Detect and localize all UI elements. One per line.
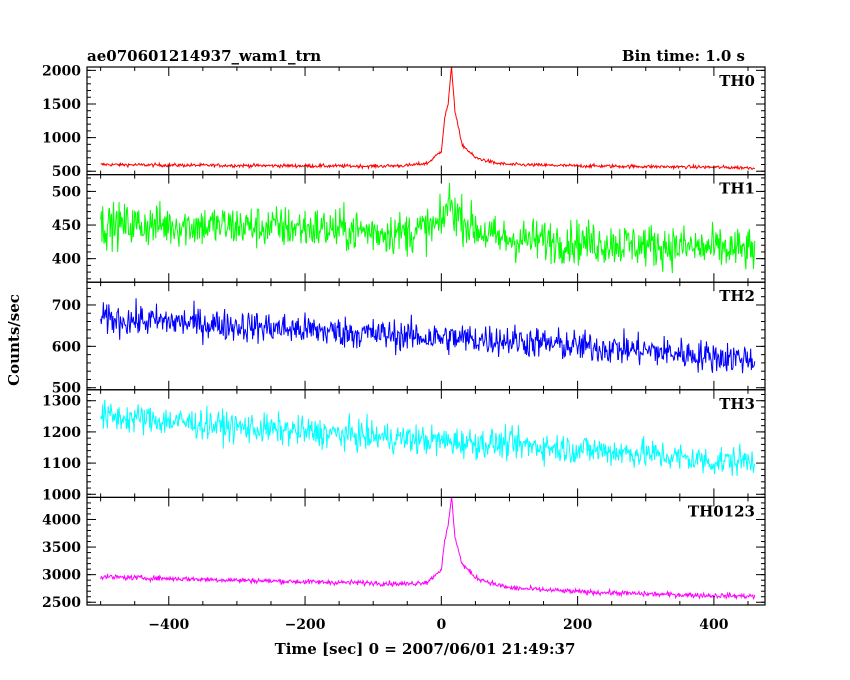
x-tick-label: 400 xyxy=(699,617,728,633)
y-tick-label: 2500 xyxy=(42,595,81,611)
panel-label: TH1 xyxy=(719,180,755,198)
y-tick-label: 3500 xyxy=(42,540,81,556)
panel-th1: TH1 400 450 500 xyxy=(52,174,766,283)
y-tick-label: 450 xyxy=(52,218,81,234)
y-tick-label: 700 xyxy=(52,298,81,314)
y-tick-label: 500 xyxy=(52,184,81,200)
x-tick-label: −400 xyxy=(148,617,189,633)
y-tick-label: 1000 xyxy=(42,131,81,147)
x-tick-label: 0 xyxy=(436,617,446,633)
panel-th0123: TH0123 2500 3000 3500 4000 −400 −200 0 200 400 xyxy=(42,496,766,633)
series-line-th3 xyxy=(100,399,756,476)
x-axis-label: Time [sec] 0 = 2007/06/01 21:49:37 xyxy=(275,640,576,658)
panel-label: TH0 xyxy=(719,72,755,90)
y-tick-label: 500 xyxy=(52,381,81,397)
panels: TH0500100015002000TH1400450500TH25006007… xyxy=(42,63,766,633)
y-tick-label: 1500 xyxy=(42,97,81,113)
y-tick-label: 1100 xyxy=(42,456,81,472)
panel-th3: TH3 1000 1100 1200 1300 xyxy=(42,389,766,503)
y-tick-label: 500 xyxy=(52,164,81,180)
x-tick-label: −200 xyxy=(285,617,326,633)
y-tick-label: 2000 xyxy=(42,63,81,79)
panel-th0: TH0 500 1000 1500 2000 xyxy=(42,63,766,180)
series-line-th0123 xyxy=(100,497,756,601)
y-tick-label: 4000 xyxy=(42,512,81,528)
y-tick-label: 1300 xyxy=(42,394,81,410)
panel-label: TH0123 xyxy=(688,502,755,520)
bin-time-label: Bin time: 1.0 s xyxy=(622,47,745,65)
panel-label: TH3 xyxy=(719,395,755,413)
y-tick-label: 1200 xyxy=(42,425,81,441)
x-tick-label: 200 xyxy=(563,617,592,633)
panel-frame xyxy=(86,496,766,606)
series-line-th2 xyxy=(100,298,756,374)
y-axis-label: Counts/sec xyxy=(5,294,23,386)
series-line-th0 xyxy=(100,67,756,171)
chart-title: ae070601214937_wam1_trn xyxy=(87,47,321,65)
panel-frame xyxy=(86,66,766,176)
panel-th2: TH2 500 600 700 xyxy=(52,281,766,397)
y-tick-label: 600 xyxy=(52,339,81,355)
y-tick-label: 1000 xyxy=(42,487,81,503)
series-line-th1 xyxy=(100,182,756,274)
y-tick-label: 3000 xyxy=(42,568,81,584)
y-tick-label: 400 xyxy=(52,252,81,268)
panel-label: TH2 xyxy=(719,287,755,305)
